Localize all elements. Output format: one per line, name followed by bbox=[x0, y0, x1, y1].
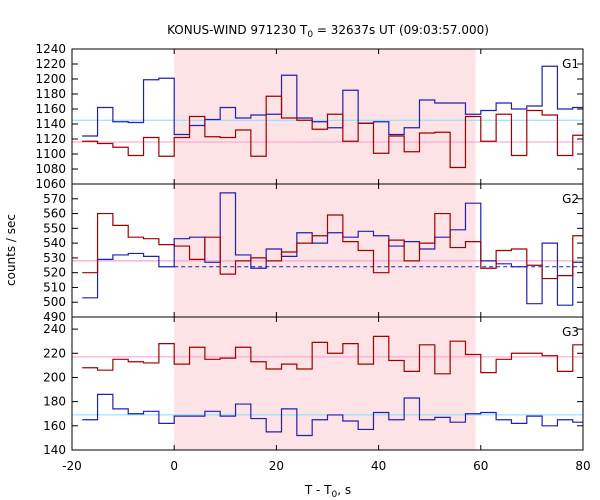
chart-title: KONUS-WIND 971230 T0 = 32637s UT (09:03:… bbox=[167, 23, 489, 40]
y-tick-label: 540 bbox=[43, 236, 66, 250]
y-tick-label: 1140 bbox=[35, 117, 66, 131]
x-axis-label: T - T0, s bbox=[304, 483, 351, 500]
x-axis-label-main: T - T bbox=[304, 483, 332, 497]
y-tick-label: 490 bbox=[43, 310, 66, 324]
y-tick-label: 200 bbox=[43, 370, 66, 384]
y-tick-label: 1060 bbox=[35, 177, 66, 191]
y-tick-label: 1120 bbox=[35, 132, 66, 146]
shaded-interval bbox=[174, 49, 476, 184]
x-axis-label-subscript: 0 bbox=[332, 490, 338, 500]
y-tick-label: 220 bbox=[43, 346, 66, 360]
x-tick-label: 80 bbox=[575, 459, 590, 473]
series-red-histogram bbox=[82, 95, 583, 169]
y-tick-label: 1220 bbox=[35, 57, 66, 71]
y-tick-label: 1240 bbox=[35, 42, 66, 56]
panel-label: G2 bbox=[562, 192, 579, 206]
y-tick-label: 1200 bbox=[35, 72, 66, 86]
x-tick-label: 0 bbox=[170, 459, 178, 473]
x-tick-label: 60 bbox=[473, 459, 488, 473]
series-red-histogram bbox=[82, 335, 583, 375]
panel-g1: 1060108011001120114011601180120012201240… bbox=[35, 42, 584, 191]
y-tick-label: 1080 bbox=[35, 162, 66, 176]
y-tick-label: 240 bbox=[43, 322, 66, 336]
x-axis-label-rest: , s bbox=[337, 483, 351, 497]
y-tick-label: 160 bbox=[43, 419, 66, 433]
y-tick-label: 570 bbox=[43, 192, 66, 206]
y-tick-label: 1180 bbox=[35, 87, 66, 101]
x-tick-label: 40 bbox=[371, 459, 386, 473]
shaded-interval bbox=[174, 184, 476, 317]
y-tick-label: 510 bbox=[43, 280, 66, 294]
plot-area: 1060108011001120114011601180120012201240… bbox=[35, 42, 590, 473]
y-tick-label: 520 bbox=[43, 266, 66, 280]
x-tick-label: -20 bbox=[62, 459, 82, 473]
panel-frame bbox=[71, 316, 584, 451]
y-axis-label: counts / sec bbox=[4, 214, 18, 286]
y-tick-label: 530 bbox=[43, 251, 66, 265]
chart-title-subscript: 0 bbox=[307, 30, 313, 40]
chart-title-main: KONUS-WIND 971230 T bbox=[167, 23, 308, 37]
y-tick-label: 500 bbox=[43, 295, 66, 309]
chart-title-rest: = 32637s UT (09:03:57.000) bbox=[313, 23, 489, 37]
series-blue-histogram bbox=[82, 393, 583, 437]
series-red-histogram bbox=[82, 212, 583, 280]
x-tick-label: 20 bbox=[269, 459, 284, 473]
y-tick-label: 1160 bbox=[35, 102, 66, 116]
y-tick-label: 1100 bbox=[35, 147, 66, 161]
y-tick-label: 550 bbox=[43, 221, 66, 235]
y-tick-label: 140 bbox=[43, 443, 66, 457]
panel-label: G1 bbox=[562, 57, 579, 71]
y-tick-label: 180 bbox=[43, 395, 66, 409]
panel-label: G3 bbox=[562, 325, 579, 339]
shaded-interval bbox=[174, 317, 476, 450]
series-blue-histogram bbox=[82, 192, 583, 306]
y-tick-label: 560 bbox=[43, 207, 66, 221]
panel-g3: 140 160 180 200 220 240 G3 bbox=[43, 316, 584, 457]
